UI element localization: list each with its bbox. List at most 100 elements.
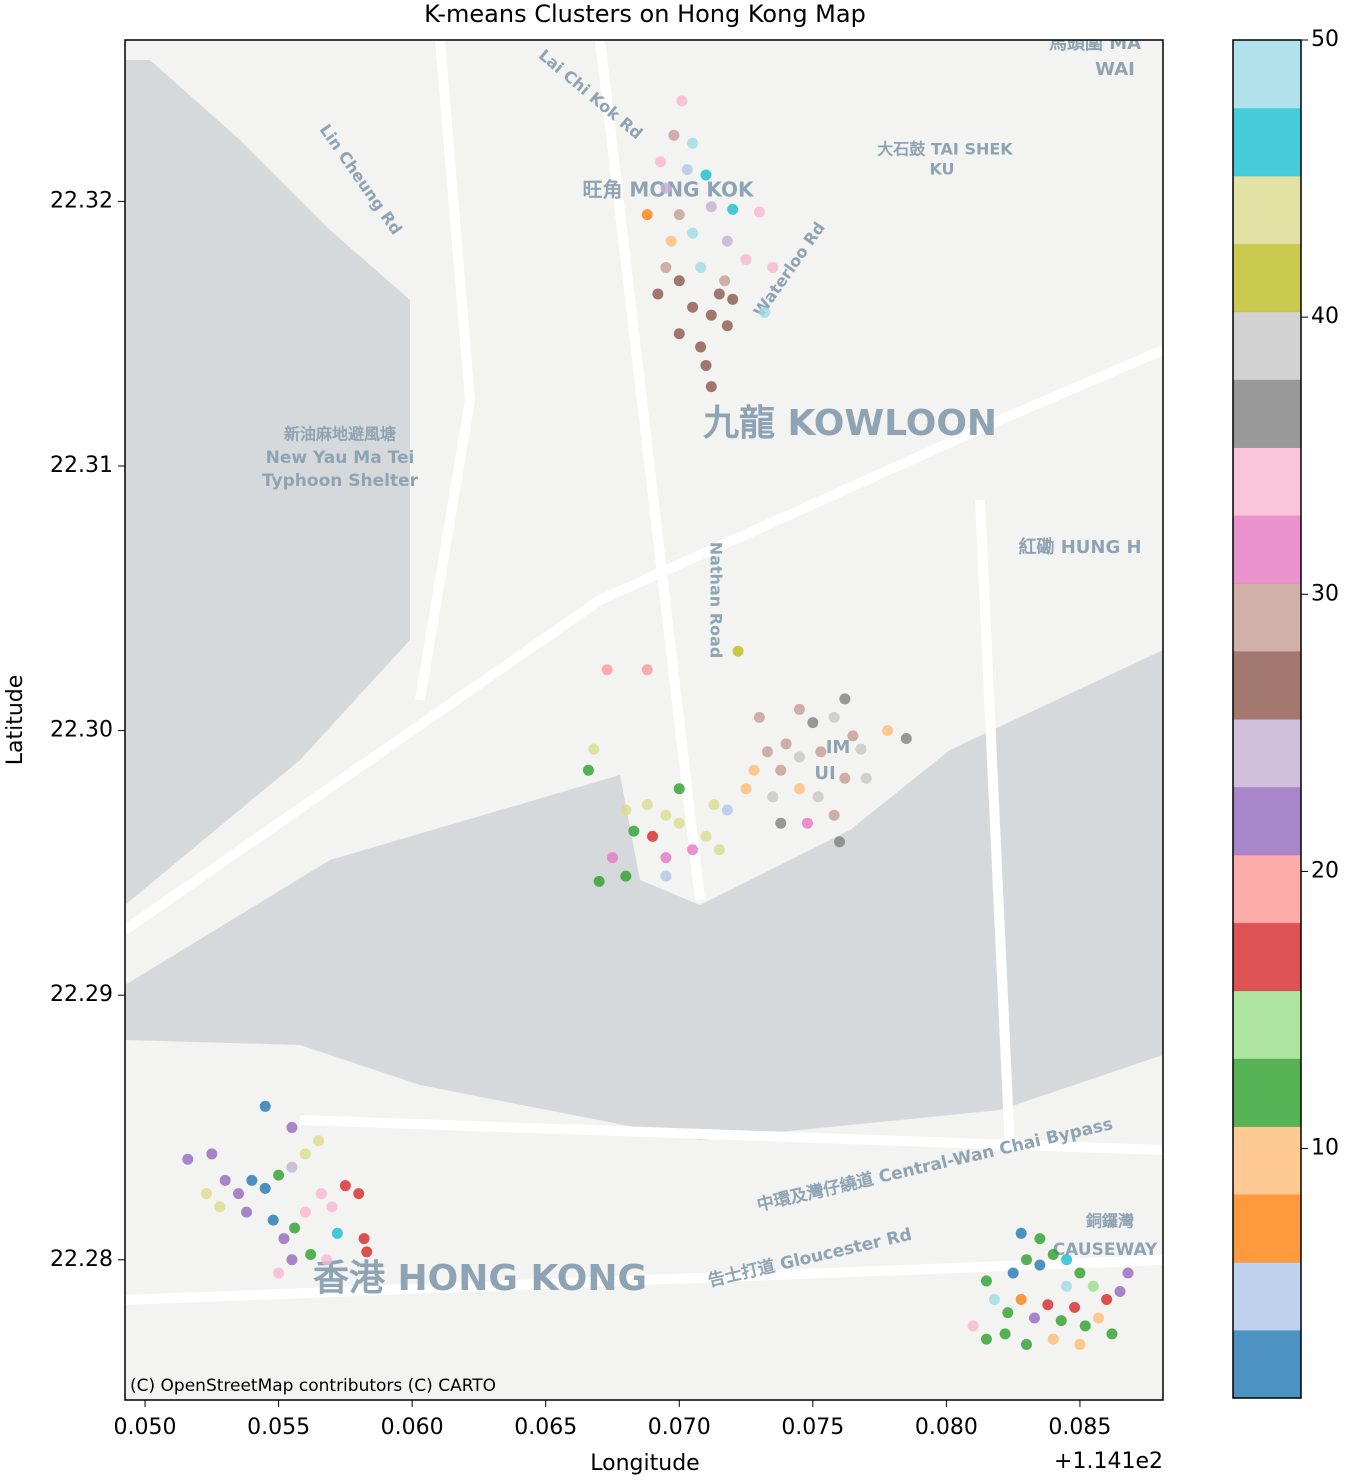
point [847, 730, 859, 742]
colorbar-band [1233, 243, 1301, 313]
point [278, 1233, 290, 1245]
point [206, 1148, 218, 1160]
point [687, 227, 699, 239]
x-tick-label: 0.075 [781, 1415, 844, 1440]
point [673, 328, 685, 340]
point [641, 664, 653, 676]
point [839, 772, 851, 784]
point [620, 870, 632, 882]
y-tick-label: 22.29 [50, 982, 113, 1007]
point [358, 1233, 370, 1245]
point [1021, 1254, 1033, 1266]
point [660, 852, 672, 864]
colorbar-band [1233, 447, 1301, 516]
point [812, 791, 824, 803]
colorbar-band [1233, 1126, 1301, 1195]
point [1101, 1293, 1113, 1305]
map-label: 香港 HONG KONG [313, 1258, 647, 1299]
point [321, 1254, 333, 1266]
colorbar-tick-label: 50 [1311, 27, 1339, 52]
map-label: UI [814, 763, 835, 784]
attribution: (C) OpenStreetMap contributors (C) CARTO [130, 1376, 496, 1396]
point [673, 783, 685, 795]
point [286, 1254, 298, 1266]
point [700, 359, 712, 371]
point [1079, 1320, 1091, 1332]
colorbar-band [1233, 515, 1301, 584]
point [182, 1153, 194, 1165]
colorbar-band [1233, 1194, 1301, 1263]
point [259, 1182, 271, 1194]
point [713, 288, 725, 300]
point [1055, 1315, 1067, 1327]
colorbar-band [1233, 1262, 1301, 1331]
colorbar-band [1233, 922, 1301, 992]
point [753, 206, 765, 218]
point [980, 1333, 992, 1345]
point [882, 725, 894, 737]
map-label: Nathan Road [707, 542, 726, 659]
colorbar-band [1233, 719, 1301, 788]
colorbar-tick-label: 40 [1311, 304, 1339, 329]
point [676, 95, 688, 107]
point [641, 209, 653, 221]
point [695, 341, 707, 353]
chart-title: K-means Clusters on Hong Kong Map [424, 0, 866, 28]
point [687, 137, 699, 149]
colorbar-band [1233, 40, 1301, 109]
point [967, 1320, 979, 1332]
point [299, 1206, 311, 1218]
point [1042, 1299, 1054, 1311]
point [793, 703, 805, 715]
point [673, 275, 685, 287]
point [200, 1188, 212, 1200]
point [1047, 1248, 1059, 1260]
point [299, 1148, 311, 1160]
point [705, 309, 717, 321]
point [1007, 1267, 1019, 1279]
map-label: 馬頭圍 MA [1049, 33, 1141, 54]
point [753, 711, 765, 723]
point [721, 320, 733, 332]
point [705, 381, 717, 393]
point [732, 645, 744, 657]
point [988, 1293, 1000, 1305]
point [1034, 1259, 1046, 1271]
point [740, 254, 752, 266]
point [259, 1100, 271, 1112]
point [668, 129, 680, 141]
point [767, 262, 779, 274]
point [860, 772, 872, 784]
map-label: CAUSEWAY [1053, 1240, 1158, 1260]
point [582, 764, 594, 776]
point [660, 870, 672, 882]
x-tick-label: 0.060 [381, 1415, 444, 1440]
point [233, 1188, 245, 1200]
point [286, 1121, 298, 1133]
point [326, 1201, 338, 1213]
point [1029, 1312, 1041, 1324]
y-tick-label: 22.28 [50, 1247, 113, 1272]
point [1015, 1227, 1027, 1239]
point [775, 817, 787, 829]
colorbar-band [1233, 311, 1301, 380]
point [647, 830, 659, 842]
point [361, 1246, 373, 1258]
point [655, 156, 667, 168]
point [780, 738, 792, 750]
point [713, 844, 725, 856]
x-tick-label: 0.070 [648, 1415, 711, 1440]
point [273, 1267, 285, 1279]
point [1061, 1280, 1073, 1292]
point [665, 235, 677, 247]
point [727, 203, 739, 215]
point [273, 1169, 285, 1181]
point [807, 717, 819, 729]
point [761, 746, 773, 758]
point [660, 809, 672, 821]
point [1002, 1307, 1014, 1319]
x-axis-label: Longitude [590, 1451, 699, 1476]
point [793, 783, 805, 795]
point [721, 804, 733, 816]
point [660, 182, 672, 194]
